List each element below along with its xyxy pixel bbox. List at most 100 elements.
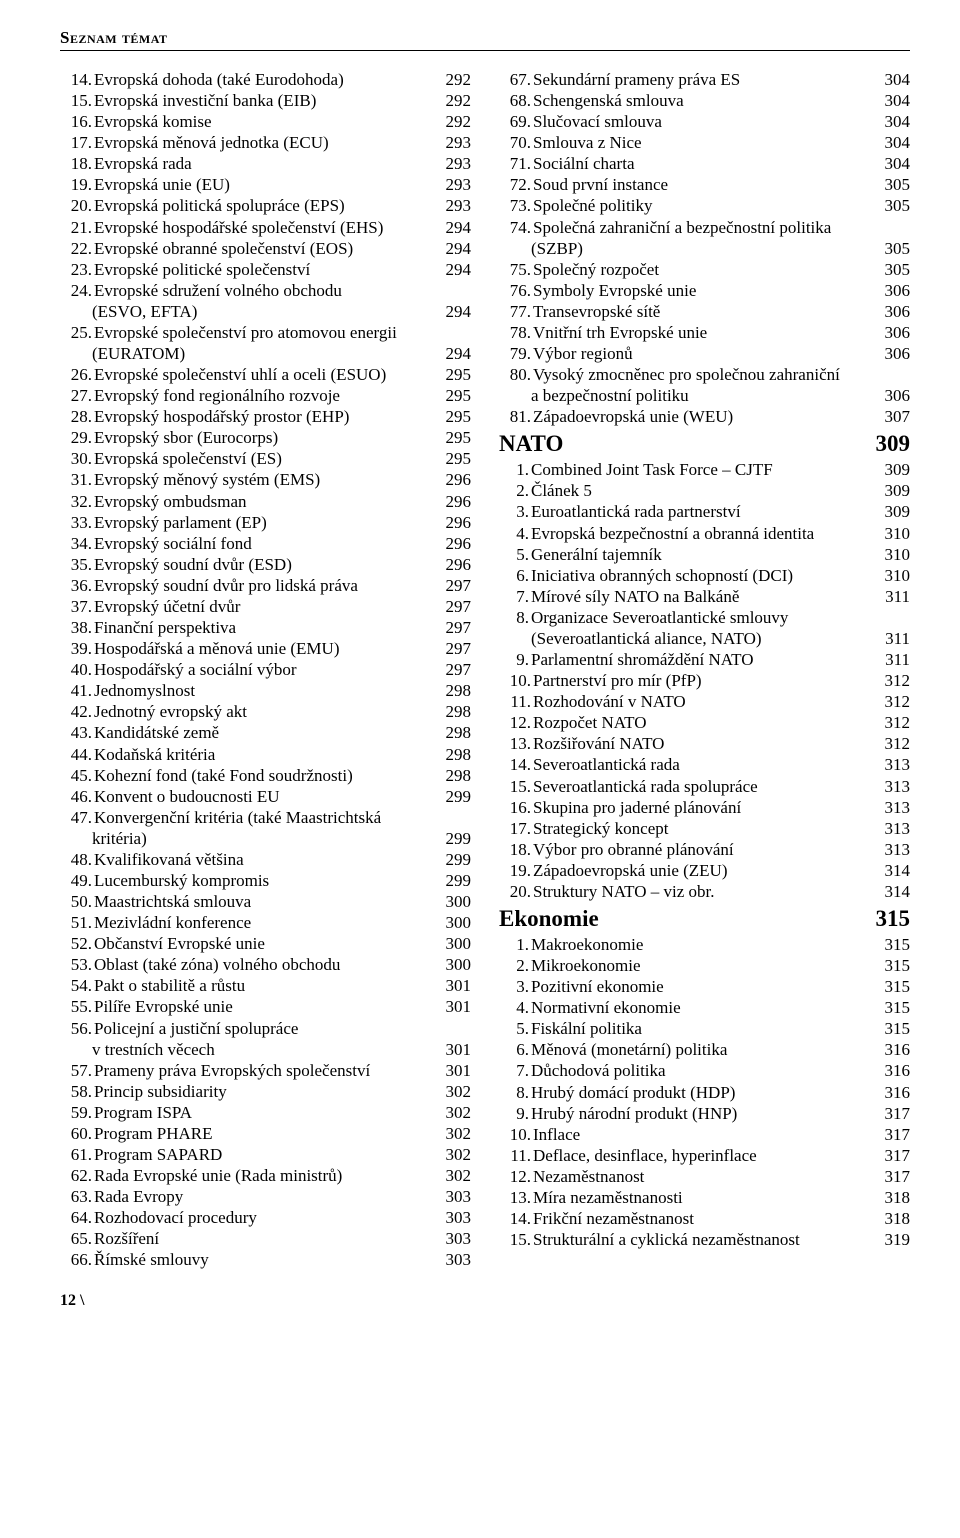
entry-label: (EURATOM)	[60, 343, 425, 364]
entry-number: 62.	[60, 1165, 92, 1186]
entry-label: Hospodářská a měnová unie (EMU)	[92, 638, 425, 659]
entry-label: Pilíře Evropské unie	[92, 996, 425, 1017]
entry-number: 68.	[499, 90, 531, 111]
toc-entry: 67.Sekundární prameny práva ES304	[499, 69, 910, 90]
entry-label: Pakt o stabilitě a růstu	[92, 975, 425, 996]
entry-number: 67.	[499, 69, 531, 90]
entry-number: 80.	[499, 364, 531, 385]
entry-label: Kohezní fond (také Fond soudržnosti)	[92, 765, 425, 786]
right-column: 67.Sekundární prameny práva ES30468.Sche…	[499, 69, 910, 1270]
entry-number: 22.	[60, 238, 92, 259]
toc-entry: 17.Evropská měnová jednotka (ECU)293	[60, 132, 471, 153]
toc-entry: 8.Hrubý domácí produkt (HDP)316	[499, 1082, 910, 1103]
toc-entry: 76.Symboly Evropské unie306	[499, 280, 910, 301]
toc-entry: 77.Transevropské sítě306	[499, 301, 910, 322]
entry-page: 294	[431, 301, 471, 322]
entry-label: Strukturální a cyklická nezaměstnanost	[531, 1229, 864, 1250]
entry-label: Západoevropská unie (ZEU)	[531, 860, 864, 881]
toc-entry: 69.Slučovací smlouva304	[499, 111, 910, 132]
entry-number: 2.	[499, 955, 529, 976]
entry-label: Euroatlantická rada partnerství	[529, 501, 864, 522]
entry-number: 75.	[499, 259, 531, 280]
entry-number: 17.	[499, 818, 531, 839]
toc-entry: 16.Skupina pro jaderné plánování313	[499, 797, 910, 818]
entry-number: 20.	[60, 195, 92, 216]
entry-label: Vysoký zmocněnec pro společnou zahraničn…	[531, 364, 864, 385]
toc-entry: 73.Společné politiky305	[499, 195, 910, 216]
entry-label: Mírové síly NATO na Balkáně	[529, 586, 864, 607]
entry-label: Fiskální politika	[529, 1018, 864, 1039]
entry-page: 293	[431, 153, 471, 174]
entry-number: 46.	[60, 786, 92, 807]
entry-label: Konvergenční kritéria (také Maastrichtsk…	[92, 807, 425, 828]
entry-page: 306	[870, 343, 910, 364]
entry-number: 43.	[60, 722, 92, 743]
toc-entry: 43.Kandidátské země298	[60, 722, 471, 743]
entry-label: Rozšiřování NATO	[531, 733, 864, 754]
toc-entry: 63.Rada Evropy303	[60, 1186, 471, 1207]
toc-entry: 8.Organizace Severoatlantické smlouvy	[499, 607, 910, 628]
entry-page: 292	[431, 111, 471, 132]
entry-number: 31.	[60, 469, 92, 490]
entry-number: 33.	[60, 512, 92, 533]
toc-entry: 4.Normativní ekonomie315	[499, 997, 910, 1018]
entry-label: Občanství Evropské unie	[92, 933, 425, 954]
entry-number: 10.	[499, 670, 531, 691]
entry-label: Společný rozpočet	[531, 259, 864, 280]
entry-number: 6.	[499, 1039, 529, 1060]
entry-number: 57.	[60, 1060, 92, 1081]
entry-label: Měnová (monetární) politika	[529, 1039, 864, 1060]
entry-page: 311	[870, 649, 910, 670]
toc-entry: 14.Evropská dohoda (také Eurodohoda)292	[60, 69, 471, 90]
toc-entry: 10.Inflace317	[499, 1124, 910, 1145]
entry-number: 2.	[499, 480, 529, 501]
entry-label: Výbor pro obranné plánování	[531, 839, 864, 860]
entry-label: Maastrichtská smlouva	[92, 891, 425, 912]
toc-entry: 55.Pilíře Evropské unie301	[60, 996, 471, 1017]
toc-entry: 58.Princip subsidiarity302	[60, 1081, 471, 1102]
entry-number: 9.	[499, 649, 529, 670]
entry-label: Rada Evropské unie (Rada ministrů)	[92, 1165, 425, 1186]
entry-label: Důchodová politika	[529, 1060, 864, 1081]
entry-label: Combined Joint Task Force – CJTF	[529, 459, 864, 480]
entry-page: 309	[870, 501, 910, 522]
entry-number: 5.	[499, 544, 529, 565]
entry-page: 315	[870, 1018, 910, 1039]
toc-entry: 44.Kodaňská kritéria298	[60, 744, 471, 765]
entry-label: Oblast (také zóna) volného obchodu	[92, 954, 425, 975]
entry-number: 69.	[499, 111, 531, 132]
entry-label: Rozšíření	[92, 1228, 425, 1249]
entry-label: Evropské politické společenství	[92, 259, 425, 280]
entry-page: 301	[431, 1039, 471, 1060]
toc-entry: 28.Evropský hospodářský prostor (EHP)295	[60, 406, 471, 427]
toc-entry: 17.Strategický koncept313	[499, 818, 910, 839]
entry-number: 52.	[60, 933, 92, 954]
entry-number: 35.	[60, 554, 92, 575]
toc-entry: 37.Evropský účetní dvůr297	[60, 596, 471, 617]
toc-entry: 78.Vnitřní trh Evropské unie306	[499, 322, 910, 343]
entry-label: Transevropské sítě	[531, 301, 864, 322]
entry-number: 8.	[499, 1082, 529, 1103]
entry-page: 319	[870, 1229, 910, 1250]
entry-page: 315	[870, 934, 910, 955]
entry-label: Slučovací smlouva	[531, 111, 864, 132]
entry-number: 15.	[60, 90, 92, 111]
entry-number: 4.	[499, 523, 529, 544]
entry-label: Program PHARE	[92, 1123, 425, 1144]
entry-page: 295	[431, 385, 471, 406]
entry-number: 29.	[60, 427, 92, 448]
entry-number: 14.	[499, 754, 531, 775]
entry-label: Hrubý národní produkt (HNP)	[529, 1103, 864, 1124]
toc-entry: 7.Mírové síly NATO na Balkáně311	[499, 586, 910, 607]
toc-entry: 14.Severoatlantická rada313	[499, 754, 910, 775]
toc-entry: 64.Rozhodovací procedury303	[60, 1207, 471, 1228]
entry-page: 298	[431, 701, 471, 722]
toc-entry: 18.Evropská rada293	[60, 153, 471, 174]
toc-entry: 49.Lucemburský kompromis299	[60, 870, 471, 891]
entry-number: 44.	[60, 744, 92, 765]
entry-number: 7.	[499, 1060, 529, 1081]
entry-number: 58.	[60, 1081, 92, 1102]
toc-entry: 1.Makroekonomie315	[499, 934, 910, 955]
entry-label: Jednomyslnost	[92, 680, 425, 701]
toc-entry: 16.Evropská komise292	[60, 111, 471, 132]
